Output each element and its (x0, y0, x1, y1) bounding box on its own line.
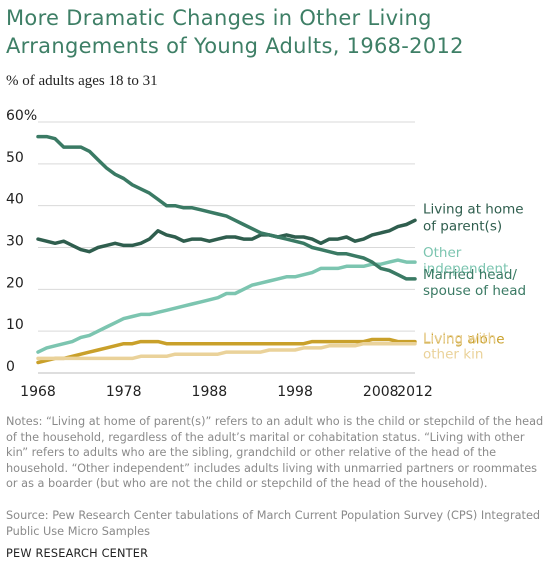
x-tick-label: 2012 (397, 384, 433, 400)
organization-name: PEW RESEARCH CENTER (6, 547, 149, 560)
series-line-married-head-spouse-of-head (36, 134, 417, 281)
x-tick-label: 1988 (192, 384, 228, 400)
chart-notes: Notes: “Living at home of parent(s)” ref… (6, 415, 544, 490)
series-line-living-alone (36, 337, 417, 365)
series-label: of parent(s) (423, 218, 502, 234)
y-tick-label: 60% (6, 108, 37, 124)
y-tick-label: 0 (6, 359, 15, 375)
x-tick-label: 1968 (20, 384, 56, 400)
series-label: Living alone (423, 332, 505, 348)
series-lines (36, 134, 417, 365)
y-tick-label: 20 (6, 275, 24, 291)
y-tick-label: 30 (6, 234, 24, 250)
chart-title-line-2: Arrangements of Young Adults, 1968-2012 (6, 34, 464, 58)
series-label: Living at home (423, 201, 524, 217)
series-line-living-at-home-of-parent-s- (36, 218, 417, 254)
x-tick-label: 1998 (277, 384, 313, 400)
y-tick-label: 40 (6, 192, 24, 208)
chart-title: More Dramatic Changes in Other Living Ar… (6, 4, 546, 60)
series-label: Living with (423, 331, 496, 347)
series-label: Other (423, 245, 462, 261)
series-label: Married head/ (423, 267, 517, 283)
chart-title-line-1: More Dramatic Changes in Other Living (6, 6, 432, 30)
chart-subtitle: % of adults ages 18 to 31 (6, 73, 158, 89)
x-tick-label: 2008 (363, 384, 399, 400)
y-tick-label: 50 (6, 150, 24, 166)
series-line-other-independent (36, 258, 417, 354)
series-line-living-with-other-kin (36, 341, 417, 361)
chart-source: Source: Pew Research Center tabulations … (6, 509, 541, 538)
y-tick-label: 10 (6, 317, 24, 333)
series-label: spouse of head (423, 283, 526, 299)
y-axis-ticks: 0 10 20 30 40 50 60% (6, 108, 37, 375)
series-label: independent (423, 261, 508, 277)
x-tick-label: 1978 (106, 384, 142, 400)
series-label: other kin (423, 347, 483, 363)
